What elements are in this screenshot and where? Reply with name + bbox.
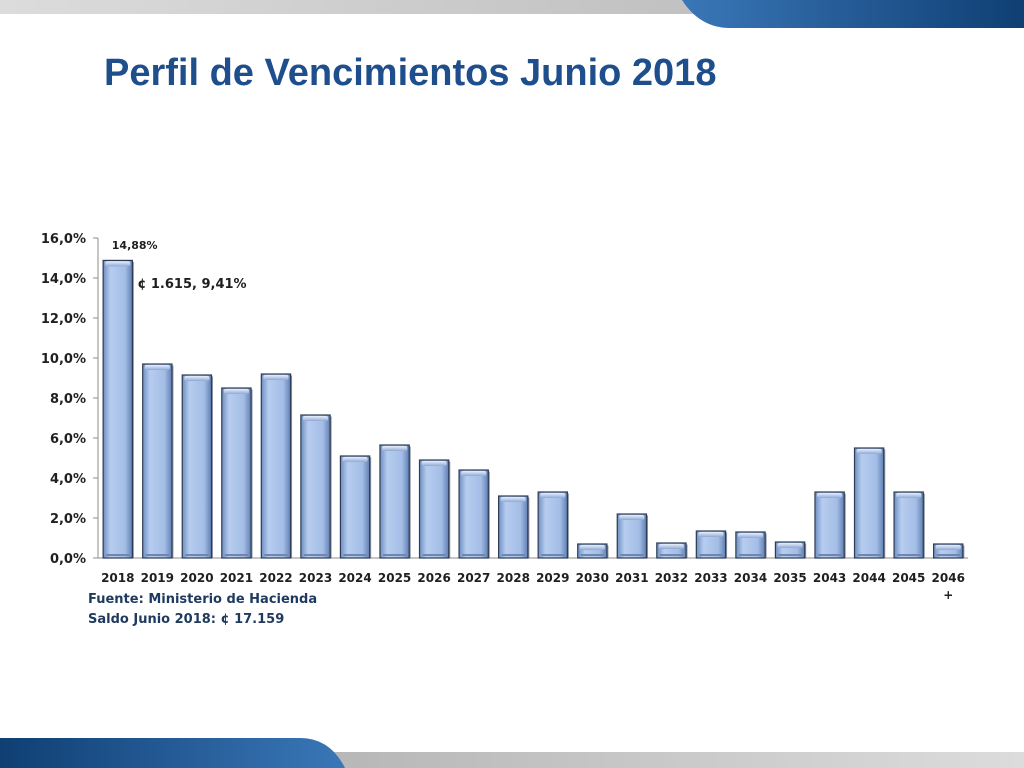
x-tick-label: 2024 bbox=[338, 571, 371, 585]
bar bbox=[893, 491, 924, 559]
y-tick-label: 6,0% bbox=[50, 432, 86, 447]
x-tick-label: + bbox=[943, 588, 953, 602]
x-tick-label: 2029 bbox=[536, 571, 569, 585]
bar bbox=[814, 491, 845, 559]
bar-top-highlight bbox=[619, 515, 645, 520]
bar bbox=[853, 447, 885, 559]
bar bbox=[497, 495, 529, 559]
bar bbox=[142, 363, 173, 559]
bar bbox=[418, 459, 450, 559]
bar-top-highlight bbox=[302, 416, 329, 421]
x-tick-label: 2018 bbox=[101, 571, 134, 585]
bar-top-highlight bbox=[500, 497, 526, 502]
bar bbox=[260, 373, 292, 559]
bar bbox=[379, 444, 410, 559]
x-tick-label: 2045 bbox=[892, 571, 925, 585]
x-tick-label: 2026 bbox=[417, 571, 450, 585]
x-tick-label: 2043 bbox=[813, 571, 846, 585]
bar-top-highlight bbox=[658, 544, 685, 549]
bar-top-highlight bbox=[816, 493, 843, 498]
y-tick-label: 14,0% bbox=[41, 272, 86, 287]
data-label: ¢ 1.615, 9,41% bbox=[137, 277, 246, 292]
x-tick-label: 2028 bbox=[497, 571, 530, 585]
bar bbox=[300, 414, 331, 559]
x-tick-label: 2033 bbox=[694, 571, 727, 585]
x-tick-label: 2034 bbox=[734, 571, 767, 585]
x-tick-label: 2035 bbox=[773, 571, 806, 585]
x-tick-label: 2046 bbox=[932, 571, 965, 585]
y-tick-label: 12,0% bbox=[41, 312, 86, 327]
balance-note: Saldo Junio 2018: ¢ 17.159 bbox=[88, 612, 285, 627]
y-tick-label: 8,0% bbox=[50, 392, 86, 407]
bar-top-highlight bbox=[579, 545, 605, 550]
bar bbox=[181, 374, 213, 559]
x-tick-label: 2032 bbox=[655, 571, 688, 585]
bar-top-highlight bbox=[184, 376, 210, 381]
bar-top-highlight bbox=[540, 493, 566, 498]
x-tick-label: 2027 bbox=[457, 571, 490, 585]
bar-top-highlight bbox=[105, 261, 131, 267]
x-tick-label: 2023 bbox=[299, 571, 332, 585]
bar-top-highlight bbox=[381, 446, 408, 451]
x-tick-label: 2022 bbox=[259, 571, 292, 585]
bar-top-highlight bbox=[856, 449, 882, 454]
bottom-decorative-band bbox=[0, 738, 1024, 768]
bar-top-highlight bbox=[698, 532, 724, 537]
bar-top-highlight bbox=[421, 461, 447, 466]
bar-top-highlight bbox=[461, 471, 487, 476]
bar bbox=[616, 513, 648, 559]
y-tick-label: 4,0% bbox=[50, 472, 86, 487]
bar bbox=[102, 259, 134, 559]
x-tick-label: 2021 bbox=[220, 571, 253, 585]
x-tick-label: 2044 bbox=[852, 571, 885, 585]
bar-top-highlight bbox=[144, 365, 170, 370]
bar-top-highlight bbox=[223, 389, 250, 394]
bar-top-highlight bbox=[342, 457, 368, 462]
bar-top-highlight bbox=[263, 375, 289, 380]
bar bbox=[221, 387, 252, 559]
bar-top-highlight bbox=[777, 543, 803, 548]
x-tick-label: 2025 bbox=[378, 571, 411, 585]
source-note: Fuente: Ministerio de Hacienda bbox=[88, 592, 318, 607]
y-tick-label: 10,0% bbox=[41, 352, 86, 367]
x-tick-label: 2030 bbox=[576, 571, 609, 585]
y-tick-label: 2,0% bbox=[50, 512, 86, 527]
x-tick-label: 2031 bbox=[615, 571, 648, 585]
bar bbox=[537, 491, 569, 559]
data-label: 14,88% bbox=[112, 239, 158, 252]
x-tick-label: 2020 bbox=[180, 571, 213, 585]
y-tick-label: 0,0% bbox=[50, 552, 86, 567]
bar bbox=[458, 469, 489, 559]
page-title: Perfil de Vencimientos Junio 2018 bbox=[104, 52, 717, 94]
bar bbox=[339, 455, 371, 559]
x-tick-label: 2019 bbox=[141, 571, 174, 585]
bar-top-highlight bbox=[896, 493, 922, 498]
y-tick-label: 16,0% bbox=[41, 232, 86, 247]
top-decorative-band bbox=[0, 0, 1024, 28]
bar-top-highlight bbox=[935, 545, 961, 550]
bar-top-highlight bbox=[737, 533, 764, 538]
